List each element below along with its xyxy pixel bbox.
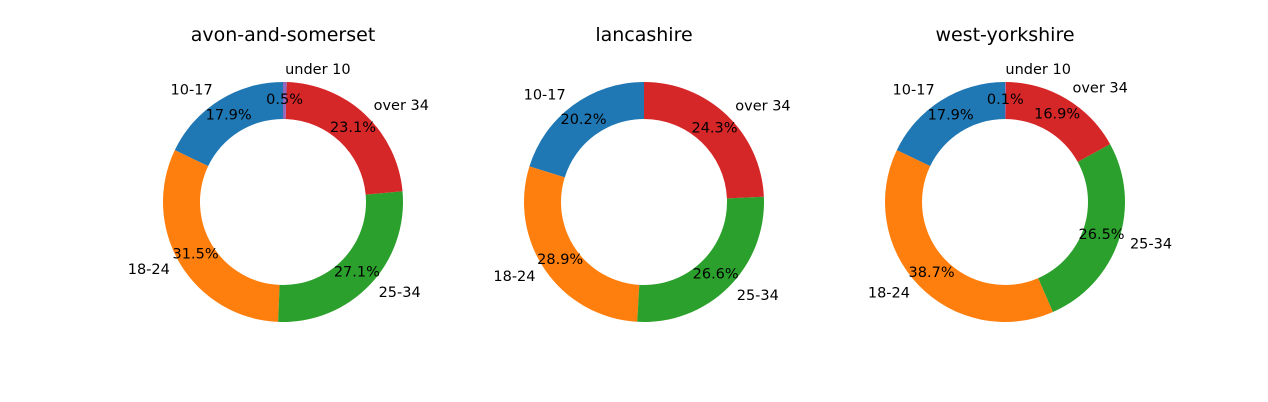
slice-25-34 [1038,144,1126,313]
percent-label: 17.9% [206,108,252,124]
percent-label: 0.1% [987,92,1024,108]
percent-label: 28.9% [537,252,583,268]
slice-18-24 [885,150,1053,322]
category-label: 25-34 [737,288,779,304]
percent-label: 27.1% [334,264,380,280]
slice-under-10 [283,82,287,120]
category-label: 25-34 [1130,237,1172,253]
percent-label: 0.5% [266,92,303,108]
slice-18-24 [163,150,280,322]
category-label: 18-24 [868,286,910,302]
slice-10-17 [174,82,283,167]
slice-under-10 [1005,82,1006,120]
category-label: under 10 [1005,62,1071,78]
category-label: over 34 [735,99,790,115]
category-label: 18-24 [493,269,535,285]
percent-label: 20.2% [560,112,606,128]
percent-label: 23.1% [330,120,376,136]
category-label: under 10 [285,62,351,78]
slice-over-34 [1005,82,1111,162]
percent-label: 31.5% [173,247,219,263]
slice-25-34 [637,196,765,323]
slice-10-17 [529,82,644,178]
percent-label: 17.9% [928,108,974,124]
category-label: 10-17 [171,82,213,98]
percent-label: 26.6% [693,267,739,283]
chart-panel-west-yorkshire: west-yorkshire 10-17 17.9% 18-24 38.7% 25-34… [868,24,1172,322]
category-label: 10-17 [893,82,935,98]
percent-label: 24.3% [691,120,737,136]
percent-label: 38.7% [909,265,955,281]
category-label: over 34 [1072,81,1127,97]
category-label: 10-17 [524,88,566,104]
category-label: 25-34 [379,285,421,301]
chart-title: lancashire [595,24,692,46]
slice-18-24 [524,166,640,322]
category-label: over 34 [374,98,429,114]
percent-label: 26.5% [1079,227,1125,243]
chart-title: west-yorkshire [935,24,1074,46]
slice-10-17 [896,82,1005,167]
percent-label: 16.9% [1034,106,1080,122]
slice-over-34 [644,82,764,199]
chart-title: avon-and-somerset [191,24,376,46]
slice-25-34 [278,191,404,322]
slice-over-34 [285,82,403,195]
category-label: 18-24 [128,262,170,278]
